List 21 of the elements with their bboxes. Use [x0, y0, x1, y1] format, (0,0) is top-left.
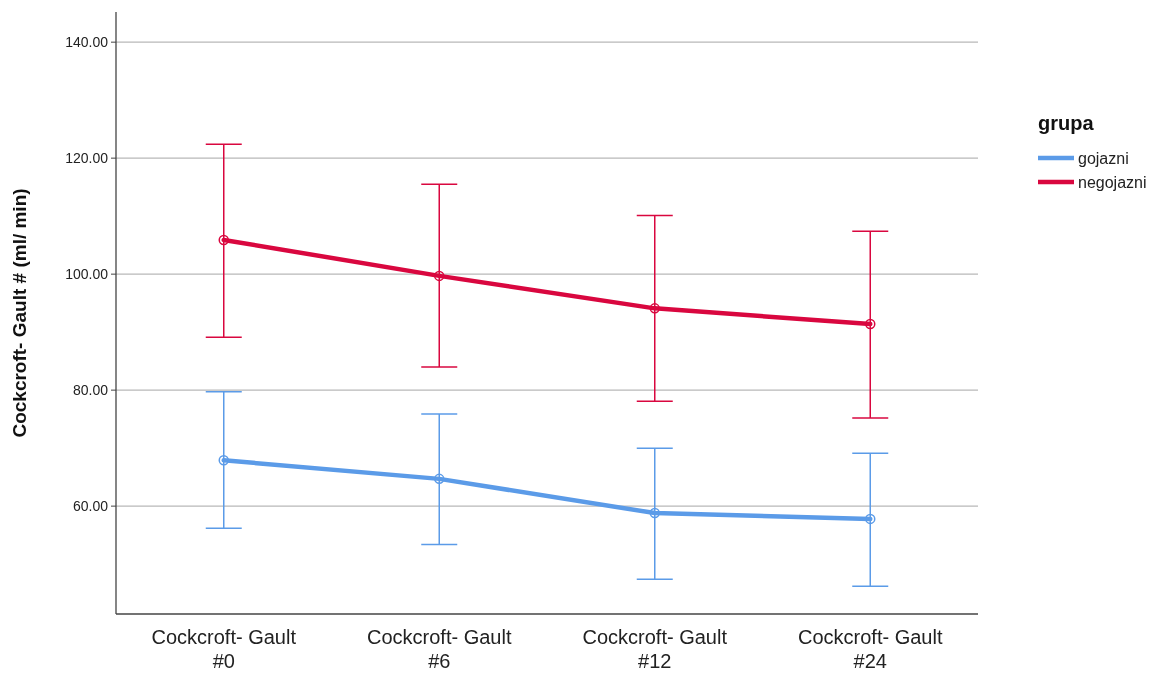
point [865, 513, 876, 525]
legend-label: negojazni [1078, 173, 1147, 191]
y-tick-label: 140.00 [65, 34, 109, 51]
legend-label: gojazni [1078, 149, 1129, 167]
x-tick-label: Cockcroft- Gault #12 [582, 626, 728, 672]
point [649, 303, 660, 314]
y-tick-label: 100.00 [65, 266, 109, 283]
point [434, 270, 445, 282]
legend-title: grupa [1038, 112, 1095, 134]
y-tick-label: 60.00 [72, 498, 109, 515]
point [218, 455, 229, 466]
point [434, 473, 445, 485]
point [649, 507, 660, 519]
y-tick-label: 120.00 [65, 150, 109, 167]
point [865, 318, 876, 330]
x-tick-label: Cockcroft- Gault #24 [798, 626, 943, 672]
point [218, 234, 229, 246]
y-axis-title: Cockcroft- Gault # (ml/ min) [9, 188, 30, 438]
x-tick-label: Cockcroft- Gault #6 [367, 626, 512, 672]
x-tick-label: Cockcroft- Gault #0 [151, 626, 297, 672]
y-tick-label: 80.00 [72, 382, 109, 399]
